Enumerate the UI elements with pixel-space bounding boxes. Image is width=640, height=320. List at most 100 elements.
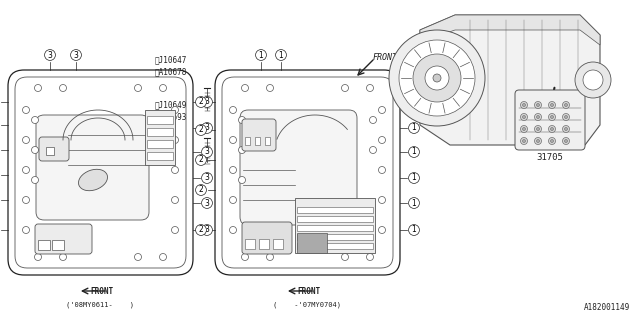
Circle shape (536, 103, 540, 107)
Text: 2: 2 (198, 98, 204, 107)
Circle shape (413, 54, 461, 102)
Text: 3: 3 (205, 226, 209, 235)
Circle shape (534, 138, 541, 145)
Circle shape (522, 140, 525, 142)
Circle shape (433, 74, 441, 82)
Circle shape (172, 166, 179, 173)
Text: ('08MY0611-    ): ('08MY0611- ) (66, 302, 134, 308)
Circle shape (31, 147, 38, 154)
Bar (147, 152, 173, 160)
Text: 1: 1 (259, 51, 264, 60)
Circle shape (564, 116, 568, 118)
Text: 3: 3 (74, 51, 79, 60)
Circle shape (536, 116, 540, 118)
FancyBboxPatch shape (240, 110, 357, 225)
Circle shape (60, 253, 67, 260)
Circle shape (172, 137, 179, 143)
Text: 4: 4 (0, 319, 1, 320)
Text: 3: 3 (0, 319, 1, 320)
Ellipse shape (79, 169, 108, 191)
Bar (38, 240, 50, 250)
Circle shape (550, 140, 554, 142)
Text: 1: 1 (412, 198, 417, 207)
Bar (52, 240, 64, 250)
Circle shape (367, 84, 374, 92)
Circle shape (378, 227, 385, 234)
Circle shape (563, 101, 570, 108)
Bar (295, 198, 375, 253)
Text: 1: 1 (412, 148, 417, 156)
FancyBboxPatch shape (36, 115, 149, 220)
Text: A182001149: A182001149 (584, 303, 630, 312)
Bar (297, 216, 373, 222)
Text: ④A10678: ④A10678 (155, 68, 188, 76)
Text: FRONT: FRONT (373, 52, 398, 61)
Polygon shape (420, 15, 600, 145)
Text: 3: 3 (205, 98, 209, 107)
Circle shape (564, 127, 568, 131)
Bar (147, 128, 173, 136)
FancyBboxPatch shape (35, 224, 92, 254)
Text: 4: 4 (0, 319, 1, 320)
Text: ②J10649: ②J10649 (155, 100, 188, 109)
Circle shape (31, 177, 38, 183)
FancyBboxPatch shape (515, 90, 585, 150)
Text: 2: 2 (303, 161, 307, 170)
Text: 1: 1 (412, 124, 417, 132)
Text: (    -'07MY0704): ( -'07MY0704) (273, 302, 341, 308)
Circle shape (230, 137, 237, 143)
Circle shape (522, 116, 525, 118)
Text: 1: 1 (412, 98, 417, 107)
Circle shape (239, 116, 246, 124)
Circle shape (534, 114, 541, 121)
Text: 2: 2 (198, 156, 204, 164)
Text: ①J10647: ①J10647 (155, 55, 188, 65)
Bar (297, 243, 373, 249)
FancyBboxPatch shape (215, 70, 400, 275)
Circle shape (563, 114, 570, 121)
Text: 3: 3 (0, 319, 1, 320)
Circle shape (172, 107, 179, 114)
Circle shape (378, 166, 385, 173)
Circle shape (583, 70, 603, 90)
Circle shape (550, 116, 554, 118)
Text: 3: 3 (205, 173, 209, 182)
Text: 2: 2 (198, 186, 204, 195)
Circle shape (522, 103, 525, 107)
Bar (265, 137, 270, 145)
Bar (245, 239, 255, 249)
Bar (273, 239, 283, 249)
Circle shape (230, 196, 237, 204)
Circle shape (266, 84, 273, 92)
Circle shape (575, 62, 611, 98)
Circle shape (241, 253, 248, 260)
Bar (147, 116, 173, 124)
FancyBboxPatch shape (242, 119, 276, 151)
Text: 3: 3 (205, 124, 209, 132)
Circle shape (550, 103, 554, 107)
Circle shape (520, 125, 527, 132)
Circle shape (230, 166, 237, 173)
Circle shape (534, 125, 541, 132)
Circle shape (134, 84, 141, 92)
Circle shape (230, 107, 237, 114)
Circle shape (520, 101, 527, 108)
Text: 2: 2 (198, 125, 204, 134)
Text: 2: 2 (198, 226, 204, 235)
Circle shape (520, 138, 527, 145)
Circle shape (369, 147, 376, 154)
Circle shape (534, 101, 541, 108)
Circle shape (60, 84, 67, 92)
Circle shape (522, 127, 525, 131)
Text: 1: 1 (412, 226, 417, 235)
Bar (147, 140, 173, 148)
Bar (259, 239, 269, 249)
Circle shape (22, 196, 29, 204)
Circle shape (35, 253, 42, 260)
Bar (255, 137, 260, 145)
Circle shape (22, 107, 29, 114)
Circle shape (564, 103, 568, 107)
Text: 3: 3 (0, 319, 1, 320)
Circle shape (369, 116, 376, 124)
FancyBboxPatch shape (222, 77, 393, 268)
